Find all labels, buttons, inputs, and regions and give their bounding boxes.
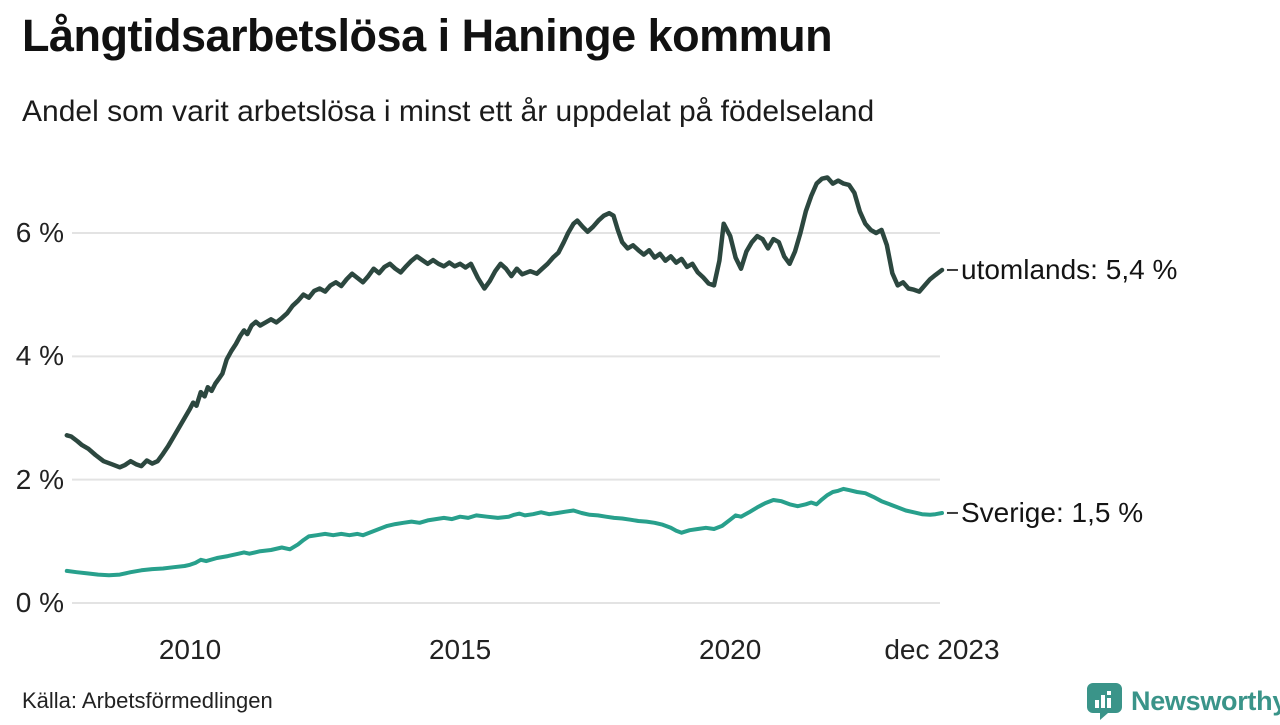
newsworthy-wordmark: Newsworthy [1131,685,1280,716]
y-axis-label-2: 2 % [15,463,64,495]
series-line-Sverige [64,486,944,578]
y-axis-label-6: 6 % [15,216,64,248]
x-axis-label-2020: 2020 [699,634,762,665]
y-axis-label-0: 0 % [15,587,64,618]
x-axis-label-dec-2023: dec 2023 [884,634,1000,665]
series-label-sverige: Sverige: 1,5 % [961,496,1144,528]
x-axis-label-2015: 2015 [428,634,492,665]
chart-title: Långtidsarbetslösa i Haninge kommun [22,10,833,61]
y-axis-label-4: 4 % [15,340,64,372]
chart-subtitle: Andel som varit arbetslösa i minst ett å… [22,95,875,128]
bar-chart-speech-bubble-icon [1086,682,1123,720]
source-note: Källa: Arbetsförmedlingen [22,688,273,713]
newsworthy-brand: Newsworthy [1086,682,1280,720]
series-label-utomlands: utomlands: 5,4 % [961,253,1178,285]
series-line-utomlands [64,175,945,470]
x-axis-label-2010: 2010 [158,634,222,665]
